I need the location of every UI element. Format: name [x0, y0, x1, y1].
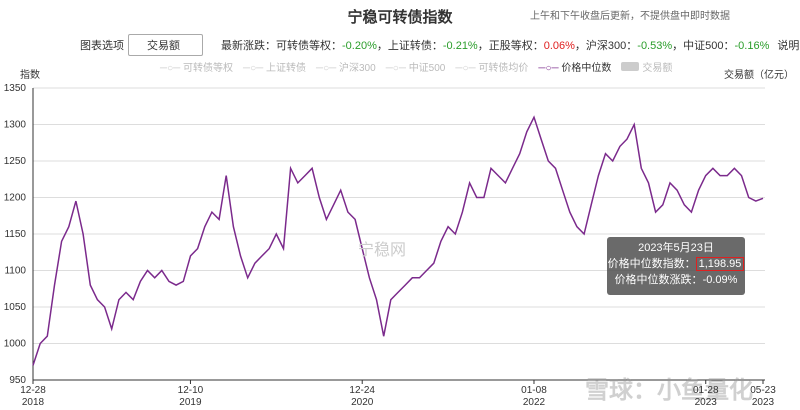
y-axis-label: 指数 [20, 70, 40, 81]
y-tick-label: 1300 [4, 120, 27, 131]
stats: 最新涨跌：可转债等权：-0.20%，上证转债：-0.21%，正股等权：0.06%… [221, 37, 769, 53]
line [32, 115, 764, 366]
watermark: 雪球：小鱼量化 [585, 377, 753, 404]
y-tick-label: 950 [9, 375, 26, 386]
note: 上午和下午收盘后更新，不提供盘中即时数据 [530, 11, 730, 22]
tooltip-date: 2023年5月23日 [638, 242, 714, 254]
stat-value: -0.16% [734, 40, 770, 52]
toolbar: 图表选项 交易额 最新涨跌：可转债等权：-0.20%，上证转债：-0.21%，正… [80, 34, 800, 56]
stat-label: ，中证500： [672, 40, 735, 52]
link[interactable]: 说明 [777, 40, 800, 52]
legend-item: ─○─ 中证500 [385, 63, 446, 74]
legend-item: ─○─ 沪深300 [316, 63, 376, 74]
x-tick-label: 12-24 2020 [349, 385, 375, 408]
y-tick-label: 1350 [4, 83, 27, 94]
x-tick-label: 12-10 2019 [177, 385, 204, 408]
legend-item: ─○─ 价格中位数 [538, 63, 612, 74]
x-tick-label: 05-23 2023 [750, 385, 776, 408]
y2-axis-label: 交易额（亿元） [724, 70, 794, 81]
x-tick-label: 01-08 2022 [521, 385, 547, 408]
stat-label: 可转债等权： [276, 40, 342, 52]
tooltip-label: 价格中位数涨跌： [614, 274, 703, 286]
stats-title: 最新涨跌： [221, 40, 276, 52]
tooltip-label: 价格中位数指数： [607, 258, 696, 270]
stat-value: -0.53% [637, 40, 673, 52]
x-tick-label: 01-28 2023 [692, 385, 719, 408]
select[interactable]: 交易额 [128, 34, 203, 56]
tooltip-value: 1,198.95 [695, 257, 745, 271]
legend-item: 交易额 [621, 59, 672, 74]
y-tick-label: 1250 [4, 156, 27, 167]
y-tick-label: 1050 [4, 302, 27, 313]
stat-value: -0.20% [342, 40, 377, 52]
stat-value: 0.06% [543, 40, 575, 52]
stat-label: ，上证转债： [376, 40, 443, 52]
stat-value: -0.21% [442, 40, 478, 52]
legend-item: ─○─ 上证转债 [243, 63, 306, 74]
stat-label: ，正股等权： [477, 40, 544, 52]
x-tick-label: 12-28 2018 [20, 385, 46, 408]
y-tick-label: 1200 [4, 193, 27, 204]
tooltip: 2023年5月23日 价格中位数指数： 1,198.95 价格中位数涨跌：-0.0… [607, 237, 745, 295]
y-tick-label: 1000 [4, 339, 27, 350]
legend: ─○─ 可转债等权 ─○─ 上证转债 ─○─ 沪深300 ─○─ 中证500 ─○─ 可… [160, 59, 682, 74]
tooltip-value: -0.09% [702, 274, 738, 286]
title: 宁稳可转债指数 [347, 9, 453, 26]
y-tick-label: 1100 [4, 266, 26, 277]
option-label: 图表选项 [80, 40, 124, 52]
legend-item: ─○─ 可转债均价 [455, 63, 529, 74]
y-tick-label: 1150 [4, 229, 26, 240]
legend-item: ─○─ 可转债等权 [160, 63, 233, 74]
watermark: 宁稳网 [358, 242, 407, 259]
stat-label: ，沪深300： [574, 40, 638, 52]
